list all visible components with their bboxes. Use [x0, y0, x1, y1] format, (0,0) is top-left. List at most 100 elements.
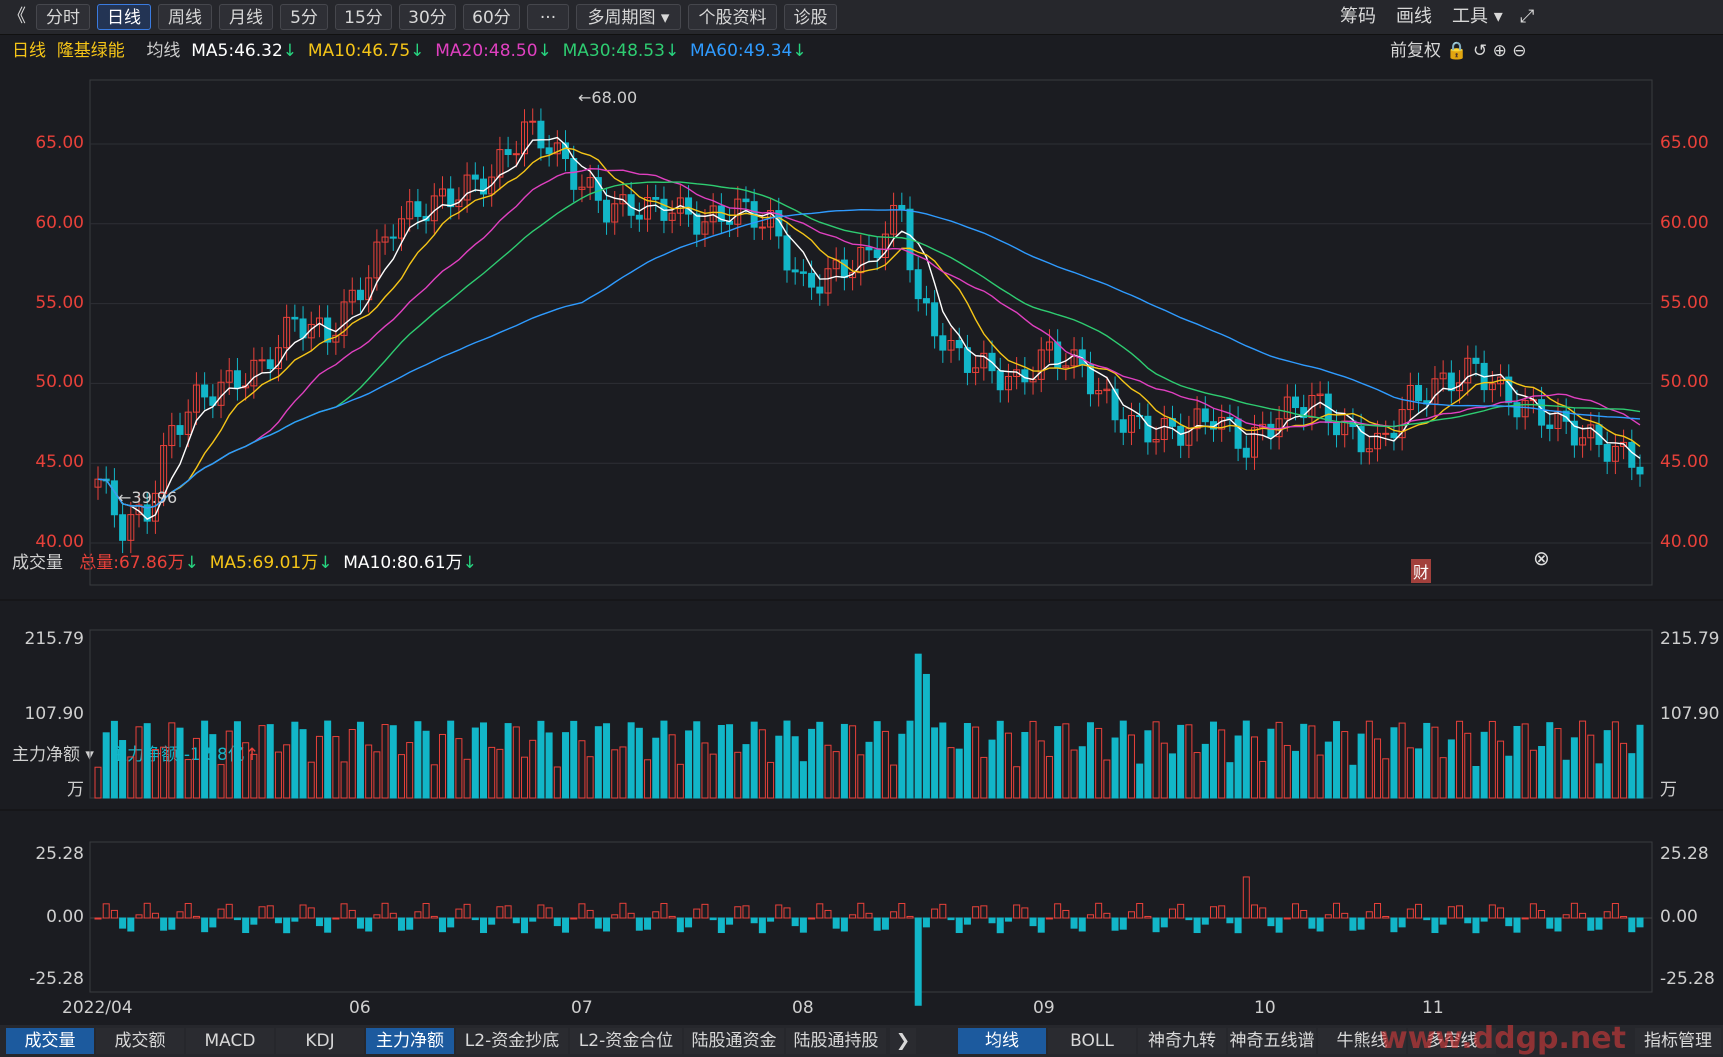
indicator-tab[interactable]: 陆股通资金: [684, 1028, 784, 1054]
netflow-bar: [135, 914, 143, 919]
volume-bar: [430, 764, 438, 799]
volume-bar: [160, 746, 168, 799]
zoom-in-icon[interactable]: ⊕: [1492, 41, 1507, 61]
overlay-tab[interactable]: BOLL: [1048, 1028, 1136, 1054]
candle: [471, 174, 479, 180]
netflow-tick-right: 25.28: [1660, 844, 1709, 864]
candle: [110, 480, 118, 516]
lock-icon[interactable]: 🔒: [1446, 41, 1468, 61]
more-periods-button[interactable]: ···: [527, 4, 569, 30]
volume-bar: [1242, 720, 1250, 799]
candle: [1037, 349, 1045, 380]
netflow-bar: [1562, 914, 1570, 919]
candle: [1086, 364, 1094, 395]
netflow-bar: [480, 917, 487, 934]
volume-bar: [1538, 746, 1546, 799]
candle: [307, 323, 315, 339]
volume-bar: [1554, 728, 1562, 799]
volume-bar: [963, 723, 971, 799]
ma-label[interactable]: 均线: [146, 41, 181, 61]
price-tick-left: 65.00: [35, 133, 84, 153]
draw-line-button[interactable]: 画线: [1396, 6, 1432, 27]
tab-15min[interactable]: 15分: [335, 4, 392, 30]
tab-monthly[interactable]: 月线: [219, 4, 273, 30]
netflow-bar: [102, 903, 110, 919]
volume-ma5: MA5:69.01万: [209, 553, 319, 573]
mainforce-title[interactable]: 主力净额 ▾: [12, 745, 94, 765]
volume-bar: [685, 730, 693, 799]
netflow-bar: [365, 917, 373, 932]
netflow-bar: [537, 904, 545, 919]
overlay-tab[interactable]: 多空线: [1408, 1028, 1496, 1054]
volume-bar: [1390, 727, 1398, 799]
volume-bar: [873, 721, 881, 799]
candle: [586, 177, 594, 188]
tools-dropdown[interactable]: 工具 ▾: [1452, 6, 1503, 27]
netflow-bar: [373, 914, 381, 919]
tab-5min[interactable]: 5分: [280, 4, 328, 30]
x-tick: 07: [571, 998, 593, 1018]
volume-bar: [1439, 757, 1447, 799]
volume-bar: [816, 721, 824, 799]
overlay-tab[interactable]: 牛熊线: [1318, 1028, 1406, 1054]
candle: [972, 367, 980, 373]
close-volume-icon[interactable]: ⊗: [1533, 546, 1550, 570]
indicator-tab[interactable]: L2-资金合位: [570, 1028, 682, 1054]
candle: [201, 384, 209, 398]
indicator-tab[interactable]: 成交量: [6, 1028, 94, 1054]
candle: [799, 271, 807, 274]
indicator-tab[interactable]: 陆股通持股: [786, 1028, 886, 1054]
indicator-tab[interactable]: MACD: [186, 1028, 274, 1054]
volume-bar: [1201, 743, 1209, 799]
undo-icon[interactable]: ↺: [1472, 41, 1488, 61]
volume-bar: [537, 720, 545, 799]
diagnose-button[interactable]: 诊股: [784, 4, 837, 30]
fq-label[interactable]: 前复权: [1390, 41, 1441, 61]
netflow-bar: [1406, 908, 1414, 919]
candle: [1603, 443, 1611, 462]
multi-period-dropdown[interactable]: 多周期图 ▾: [576, 4, 681, 30]
netflow-bar: [972, 906, 980, 919]
tab-daily[interactable]: 日线: [97, 4, 151, 30]
netflow-bar: [1628, 917, 1636, 933]
volume-bar: [881, 730, 889, 799]
overlay-tab[interactable]: 均线: [958, 1028, 1046, 1054]
volume-bar: [1406, 747, 1414, 799]
indicator-tab[interactable]: 主力净额: [366, 1028, 454, 1054]
overlay-tab[interactable]: 神奇九转: [1138, 1028, 1226, 1054]
finance-marker[interactable]: 财: [1411, 559, 1432, 583]
collapse-icon[interactable]: 《: [8, 6, 26, 27]
zoom-out-icon[interactable]: ⊖: [1512, 41, 1527, 61]
candle: [406, 201, 414, 220]
volume-bar: [283, 744, 291, 799]
tab-30min[interactable]: 30分: [399, 4, 456, 30]
tab-fenshi[interactable]: 分时: [36, 4, 90, 30]
volume-bar: [299, 729, 307, 799]
volume-bar: [627, 722, 635, 799]
netflow-bar: [488, 917, 496, 925]
stock-profile-button[interactable]: 个股资料: [688, 4, 777, 30]
netflow-bar: [324, 917, 332, 933]
tab-weekly[interactable]: 周线: [158, 4, 212, 30]
netflow-bar: [783, 907, 791, 919]
indicator-tab[interactable]: 成交额: [96, 1028, 184, 1054]
netflow-bar: [865, 912, 873, 919]
volume-bar: [914, 653, 922, 799]
tabs-scroll-right-icon[interactable]: ❯: [890, 1028, 916, 1054]
netflow-bar: [209, 917, 217, 928]
chips-button[interactable]: 筹码: [1340, 6, 1376, 27]
netflow-bar: [1021, 907, 1029, 919]
overlay-tab[interactable]: 神奇五线谱: [1228, 1028, 1316, 1054]
fullscreen-icon[interactable]: ⤢: [1520, 6, 1535, 27]
indicator-tab[interactable]: L2-资金抄底: [456, 1028, 568, 1054]
volume-bar: [1136, 763, 1144, 799]
volume-bar: [783, 720, 791, 799]
volume-bar: [1029, 720, 1037, 799]
tab-60min[interactable]: 60分: [463, 4, 520, 30]
volume-bar: [406, 742, 414, 799]
indicator-manage-button[interactable]: 指标管理: [1635, 1028, 1721, 1054]
volume-bar: [824, 744, 832, 799]
indicator-tab[interactable]: KDJ: [276, 1028, 364, 1054]
volume-title[interactable]: 成交量: [12, 553, 63, 573]
